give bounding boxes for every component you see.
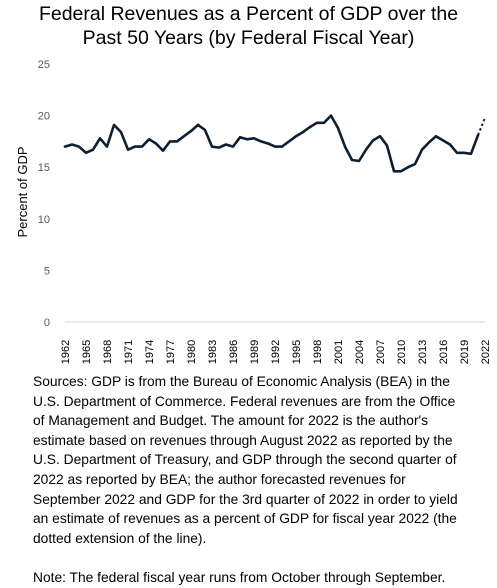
x-tick-label: 2019 xyxy=(459,340,471,364)
x-tick-label: 1983 xyxy=(207,340,219,364)
y-tick-label: 0 xyxy=(44,317,50,329)
revenue-line xyxy=(63,114,480,173)
chart-title-line-2: Past 50 Years (by Federal Fiscal Year) xyxy=(82,27,415,49)
y-tick-label: 10 xyxy=(38,214,50,226)
x-tick-label: 1971 xyxy=(123,340,135,364)
x-axis: 1962 1965 1968 1971 1974 1977 1980 1983 1986 1989… xyxy=(60,321,492,364)
x-tick-label: 1980 xyxy=(186,340,198,364)
x-tick-label: 2013 xyxy=(417,340,429,364)
x-tick-label: 2016 xyxy=(438,340,450,364)
sources-line: 2022 as reported by BEA; the author fore… xyxy=(33,471,406,487)
y-axis-label: Percent of GDP xyxy=(15,146,30,237)
y-tick-label: 5 xyxy=(44,265,50,277)
x-tick-label: 1965 xyxy=(81,340,93,364)
sources-line: estimate based on revenues through Augus… xyxy=(33,432,453,448)
y-tick-label: 25 xyxy=(38,59,50,71)
sources-paragraph: Sources: GDP is from the Bureau of Econo… xyxy=(33,372,495,548)
sources-line: of Management and Budget. The amount for… xyxy=(33,413,429,429)
forecast-line-2022 xyxy=(477,117,486,136)
x-tick-label: 1989 xyxy=(249,340,261,364)
x-tick-label: 2010 xyxy=(396,340,408,364)
x-tick-label: 1986 xyxy=(228,340,240,364)
fiscal-year-note: Note: The federal fiscal year runs from … xyxy=(33,569,446,585)
chart-title-line-1: Federal Revenues as a Percent of GDP ove… xyxy=(38,3,459,25)
sources-line: U.S. Department of Treasury, and GDP thr… xyxy=(33,452,457,468)
x-tick-label: 1962 xyxy=(60,340,72,364)
notes-section: Sources: GDP is from the Bureau of Econo… xyxy=(33,372,495,588)
x-tick-label: 2004 xyxy=(354,340,366,364)
sources-line: U.S. Department of Commerce. Federal rev… xyxy=(33,393,456,409)
sources-line: an estimate of revenues as a percent of … xyxy=(33,511,457,527)
plot-area xyxy=(63,114,486,173)
x-tick-label: 2001 xyxy=(333,340,345,364)
y-tick-label: 15 xyxy=(38,162,50,174)
x-tick-label: 2022 xyxy=(480,340,492,364)
x-tick-label: 1968 xyxy=(102,340,114,364)
sources-line: dotted extension of the line). xyxy=(33,530,207,546)
x-tick-label: 1974 xyxy=(144,340,156,364)
x-tick-label: 1998 xyxy=(312,340,324,364)
sources-line: September 2022 and GDP for the 3rd quart… xyxy=(33,491,458,507)
y-tick-label: 20 xyxy=(38,111,50,123)
y-axis: 0 5 10 15 20 25 xyxy=(38,59,50,329)
x-tick-label: 1992 xyxy=(270,340,282,364)
sources-line: Sources: GDP is from the Bureau of Econo… xyxy=(33,374,450,389)
x-tick-label: 1977 xyxy=(165,340,177,364)
x-tick-label: 2007 xyxy=(375,340,387,364)
chart-title: Federal Revenues as a Percent of GDP ove… xyxy=(0,2,497,50)
x-tick-label: 1995 xyxy=(291,340,303,364)
